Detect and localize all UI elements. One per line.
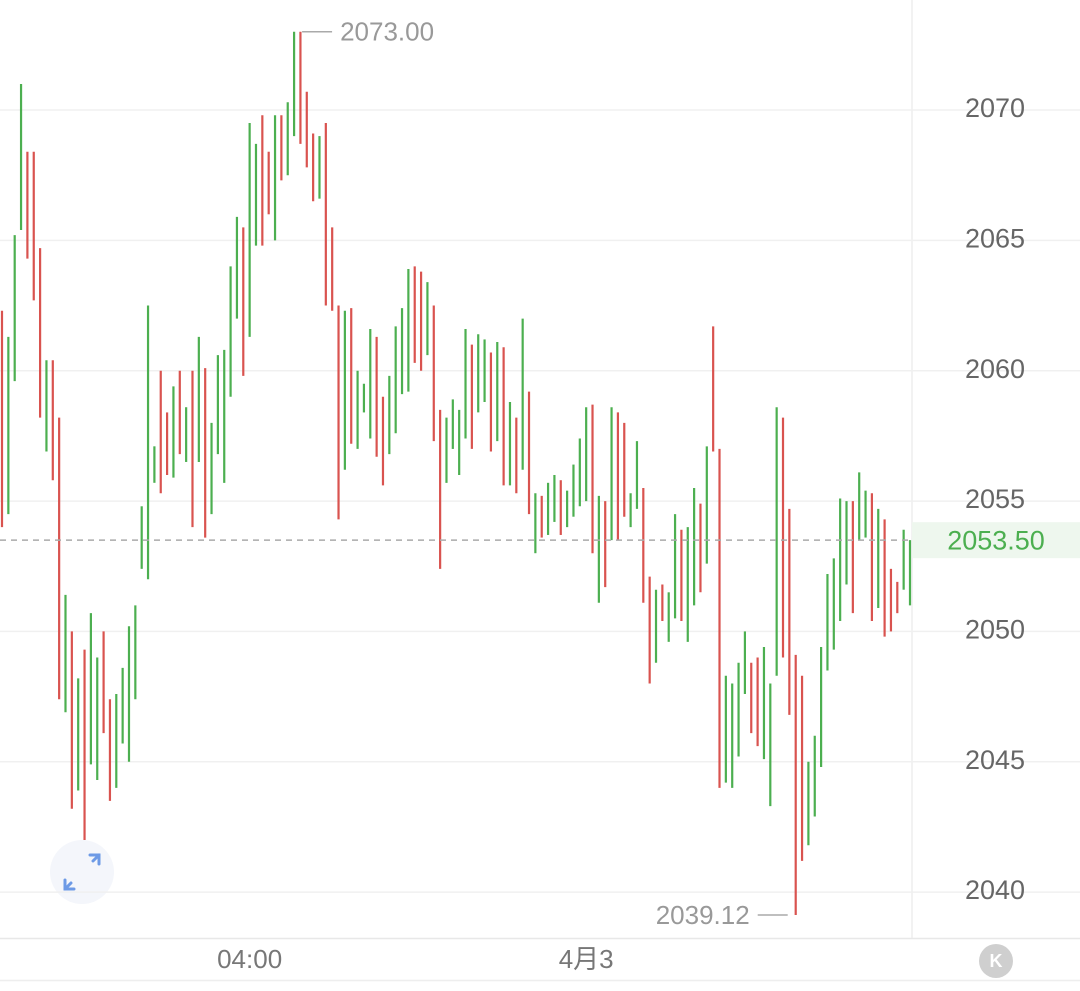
expand-button-bg[interactable] xyxy=(50,840,114,904)
last-price-bg xyxy=(912,522,1080,559)
y-tick-label: 2060 xyxy=(965,354,1025,384)
annotation-label: 2039.12 xyxy=(656,900,750,930)
y-tick-label: 2045 xyxy=(965,745,1025,775)
y-tick-label: 2070 xyxy=(965,93,1025,123)
last-price-label: 2053.50 xyxy=(947,525,1045,555)
y-tick-label: 2055 xyxy=(965,484,1025,514)
badge-button[interactable]: K xyxy=(979,944,1013,978)
y-tick-label: 2050 xyxy=(965,615,1025,645)
x-tick-label: 04:00 xyxy=(217,944,282,974)
y-tick-label: 2040 xyxy=(965,875,1025,905)
badge-text[interactable]: K xyxy=(990,951,1003,971)
y-tick-label: 2065 xyxy=(965,223,1025,253)
expand-button[interactable] xyxy=(50,840,114,904)
annotation-label: 2073.00 xyxy=(340,17,434,47)
x-tick-label: 4月3 xyxy=(559,944,614,974)
badge-bg[interactable] xyxy=(979,944,1013,978)
expand-icon[interactable] xyxy=(63,853,101,891)
